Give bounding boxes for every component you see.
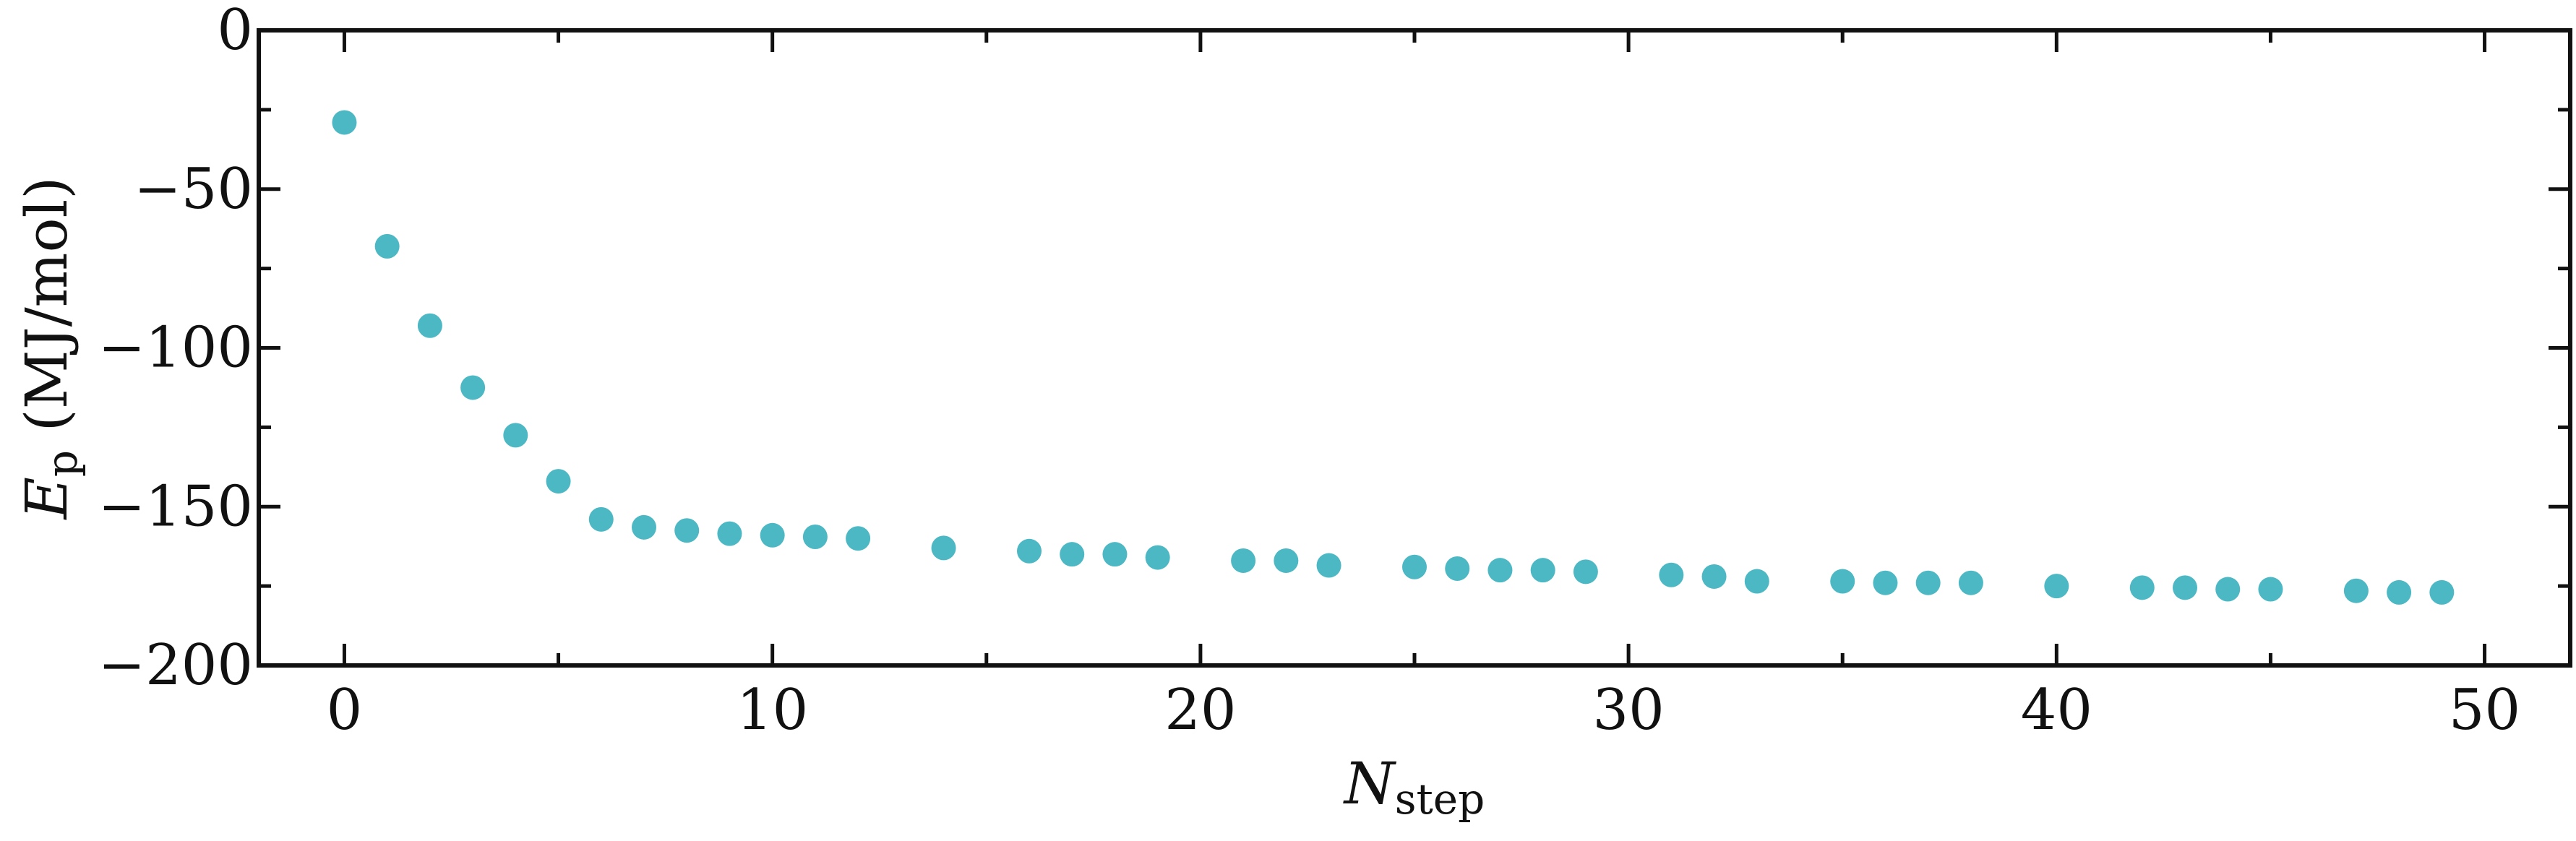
data-point [503,423,528,448]
x-axis-label-sub: step [1395,775,1485,824]
data-point [2387,579,2412,605]
data-point [1060,542,1085,567]
data-point [546,469,571,494]
data-point [1530,558,1555,583]
data-point [2215,577,2241,602]
y-tick-labels: 0 −50 −100 −150 −200 [98,0,253,698]
data-point [802,525,828,550]
y-tick-label: −50 [134,157,253,222]
data-point [332,110,357,135]
data-point [1915,570,1941,595]
data-point [1445,556,1470,581]
data-point [1701,564,1727,589]
data-point [1017,538,1042,564]
x-tick-label: 50 [2449,678,2520,743]
data-point [1231,548,1256,573]
data-point [2343,578,2369,603]
y-tick-label: 0 [217,0,253,63]
y-axis-label: Ep (MJ/mol) [13,177,87,521]
x-tick-label: 20 [1164,678,1236,743]
data-point [1573,559,1598,585]
x-tick-label: 10 [737,678,808,743]
data-point [760,522,785,548]
x-tick-label: 40 [2021,678,2092,743]
y-tick-label: −100 [98,316,253,381]
data-point [2173,575,2197,600]
plot-frame [257,28,2572,668]
data-point [417,313,442,338]
data-point [1145,545,1170,570]
y-axis-label-sub: p [38,450,87,477]
data-point [2258,577,2283,602]
y-tick-label: −200 [98,633,253,698]
x-tick-labels: 0 10 20 30 40 50 [327,678,2521,743]
data-point [1744,569,1769,594]
data-point [674,518,700,543]
data-point [1830,569,1855,594]
data-point [1274,548,1299,573]
data-point [374,233,400,259]
data-point [846,526,871,551]
data-point [1659,562,1684,587]
y-axis-label-main: E [13,477,80,520]
data-point [632,514,656,540]
x-tick-label: 0 [327,678,363,743]
data-point [1958,570,1983,595]
data-point [931,535,956,561]
data-point [1402,554,1427,579]
y-axis-label-unit: (MJ/mol) [13,177,80,450]
y-tick-label: −150 [98,474,253,539]
data-points [332,110,2455,605]
data-point [1102,542,1128,567]
data-point [2429,579,2455,605]
data-point [588,506,614,532]
x-axis-label: Nstep [1343,750,1485,824]
data-point [460,375,486,400]
data-point [2044,574,2069,599]
x-axis-label-main: N [1343,750,1397,817]
data-point [2129,575,2155,600]
data-point [1873,570,1898,595]
data-point [1487,558,1513,583]
data-point [1316,553,1341,578]
data-point [717,521,742,546]
x-tick-label: 30 [1592,678,1664,743]
